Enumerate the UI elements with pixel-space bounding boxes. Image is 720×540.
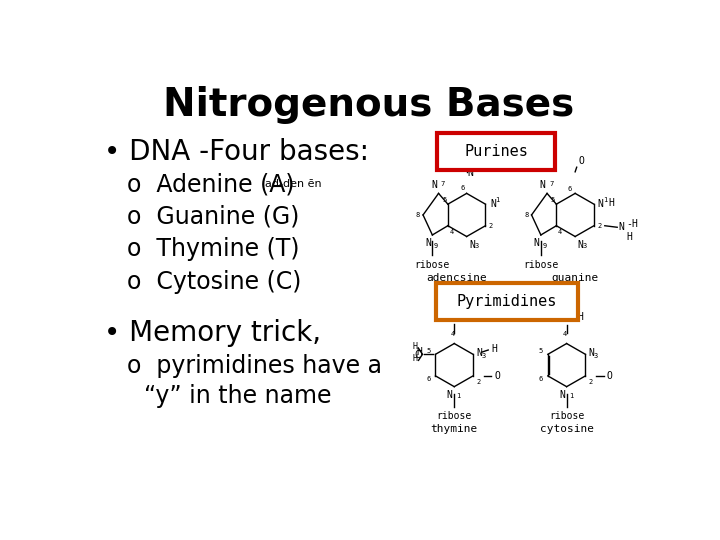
Text: N: N (534, 238, 539, 248)
Text: • Memory trick,: • Memory trick, (104, 319, 321, 347)
Text: N: N (469, 240, 475, 249)
Text: o  Adenine (A): o Adenine (A) (127, 173, 294, 197)
Text: 1: 1 (569, 393, 573, 399)
Text: N: N (598, 199, 603, 209)
Text: 8: 8 (524, 212, 528, 218)
Text: Pyrimidines: Pyrimidines (456, 294, 557, 309)
Text: • DNA -Four bases:: • DNA -Four bases: (104, 138, 369, 166)
Text: o  pyrimidines have a: o pyrimidines have a (127, 354, 382, 379)
Text: 6: 6 (460, 185, 464, 191)
Text: N: N (568, 314, 574, 323)
Text: H: H (631, 219, 637, 229)
Text: o  Thymine (T): o Thymine (T) (127, 237, 300, 261)
Text: H: H (464, 156, 469, 166)
Text: N: N (467, 167, 473, 178)
Text: 1: 1 (495, 197, 500, 204)
Text: 1: 1 (456, 393, 461, 399)
Text: H: H (556, 312, 562, 322)
Text: 4: 4 (449, 229, 454, 235)
Text: 6: 6 (568, 186, 572, 192)
Text: cytosine: cytosine (539, 423, 593, 434)
Text: 7: 7 (441, 181, 445, 187)
Text: N: N (559, 390, 565, 400)
Text: 4: 4 (558, 229, 562, 235)
Text: ribose: ribose (523, 260, 559, 269)
Text: -: - (626, 219, 632, 229)
Text: H: H (417, 347, 423, 357)
Text: 2: 2 (597, 222, 601, 229)
Text: 6: 6 (539, 376, 543, 382)
Text: ribose: ribose (415, 260, 450, 269)
Text: H: H (577, 312, 583, 322)
Text: thymine: thymine (431, 423, 478, 434)
Text: ad-den ēn: ad-den ēn (265, 179, 322, 189)
Text: N: N (588, 348, 595, 358)
Text: 6: 6 (426, 376, 431, 382)
Text: N: N (577, 240, 583, 249)
Text: 8: 8 (415, 212, 420, 218)
Text: 5: 5 (442, 197, 446, 202)
Text: “y” in the name: “y” in the name (144, 383, 332, 408)
Text: 5: 5 (539, 348, 543, 354)
Text: N: N (490, 199, 496, 209)
Text: 5: 5 (551, 197, 555, 202)
Text: 2: 2 (588, 379, 593, 385)
Text: adencsine: adencsine (426, 273, 487, 284)
Text: 7: 7 (549, 181, 554, 187)
Text: 3: 3 (583, 242, 587, 248)
Text: Nitrogenous Bases: Nitrogenous Bases (163, 86, 575, 124)
Text: 1: 1 (603, 197, 608, 204)
FancyBboxPatch shape (437, 132, 555, 170)
Text: 3: 3 (594, 353, 598, 359)
Text: N: N (425, 238, 431, 248)
Text: 2: 2 (476, 379, 480, 385)
Text: N: N (539, 180, 546, 190)
Text: H: H (412, 342, 417, 352)
Text: o  Guanine (G): o Guanine (G) (127, 205, 300, 229)
Text: 3: 3 (482, 353, 486, 359)
Text: 4: 4 (563, 332, 567, 338)
Text: 2: 2 (489, 222, 492, 229)
Text: N: N (618, 222, 625, 232)
Text: O: O (451, 312, 457, 321)
FancyBboxPatch shape (436, 283, 578, 320)
Text: H: H (412, 354, 417, 363)
Text: ribose: ribose (436, 411, 472, 421)
Text: guanine: guanine (552, 273, 599, 284)
Text: 5: 5 (426, 348, 431, 354)
Text: N: N (476, 348, 482, 358)
Text: 4: 4 (451, 332, 455, 338)
Text: 9: 9 (434, 242, 438, 248)
Text: H: H (608, 198, 613, 207)
Text: O: O (606, 371, 613, 381)
Text: H: H (492, 344, 498, 354)
Text: Purines: Purines (464, 144, 528, 159)
Text: 3: 3 (474, 242, 479, 248)
Text: C: C (415, 350, 420, 360)
Text: O: O (494, 371, 500, 381)
Text: ribose: ribose (549, 411, 584, 421)
Text: O: O (578, 156, 584, 166)
Text: H: H (626, 232, 632, 241)
Text: 9: 9 (542, 242, 546, 248)
Text: N: N (447, 390, 453, 400)
Text: o  Cytosine (C): o Cytosine (C) (127, 269, 302, 294)
Text: N: N (431, 180, 437, 190)
